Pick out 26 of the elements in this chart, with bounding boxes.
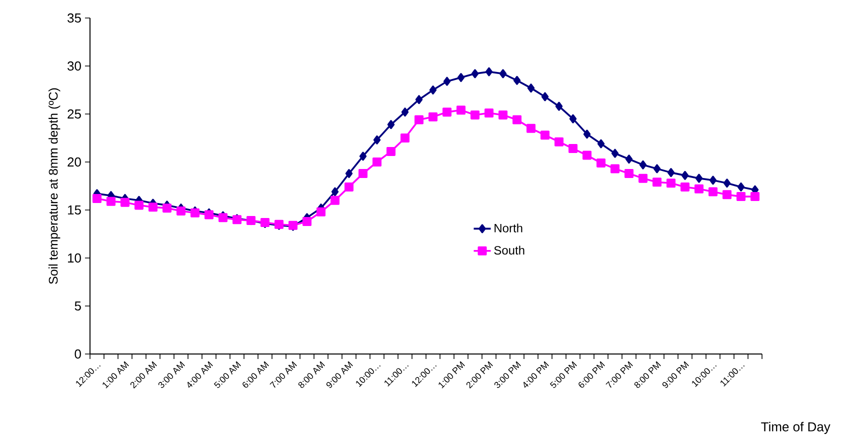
y-axis-title: Soil temperature at 8mm depth (ºC) <box>48 88 60 284</box>
legend-label: South <box>494 246 524 255</box>
x-axis-title: Time of Day <box>761 422 830 434</box>
y-tick-label: 35 <box>68 13 81 23</box>
x-tick-label: 7:00 AM <box>270 361 297 388</box>
x-tick-label: 4:00 AM <box>188 361 213 388</box>
x-tick-label: 7:00 PM <box>606 361 633 388</box>
x-tick-label: 3:00 AM <box>158 361 185 388</box>
y-tick-label: 10 <box>68 253 81 263</box>
y-tick-label: 0 <box>74 349 81 359</box>
x-tick-label: 6:00 PM <box>578 361 605 388</box>
x-tick-label: 9:00 PM <box>662 361 689 388</box>
x-tick-label: 6:00 AM <box>242 361 269 388</box>
legend-label: North <box>494 224 522 232</box>
y-tick-label: 5 <box>74 301 81 311</box>
x-tick-label: 3:00 PM <box>494 361 521 388</box>
y-tick-label: 30 <box>68 61 81 71</box>
y-tick-label: 15 <box>68 205 81 215</box>
x-tick-label: 8:00 AM <box>298 361 325 388</box>
x-tick-label: 5:00 PM <box>550 361 577 388</box>
y-tick-label: 25 <box>68 109 81 119</box>
x-tick-label: 5:00 AM <box>214 361 241 388</box>
x-tick-label: 4:00 PM <box>524 361 549 388</box>
x-tick-label: 9:00 AM <box>326 361 353 388</box>
y-tick-label: 20 <box>68 157 81 167</box>
x-tick-label: 8:00 PM <box>634 361 661 388</box>
